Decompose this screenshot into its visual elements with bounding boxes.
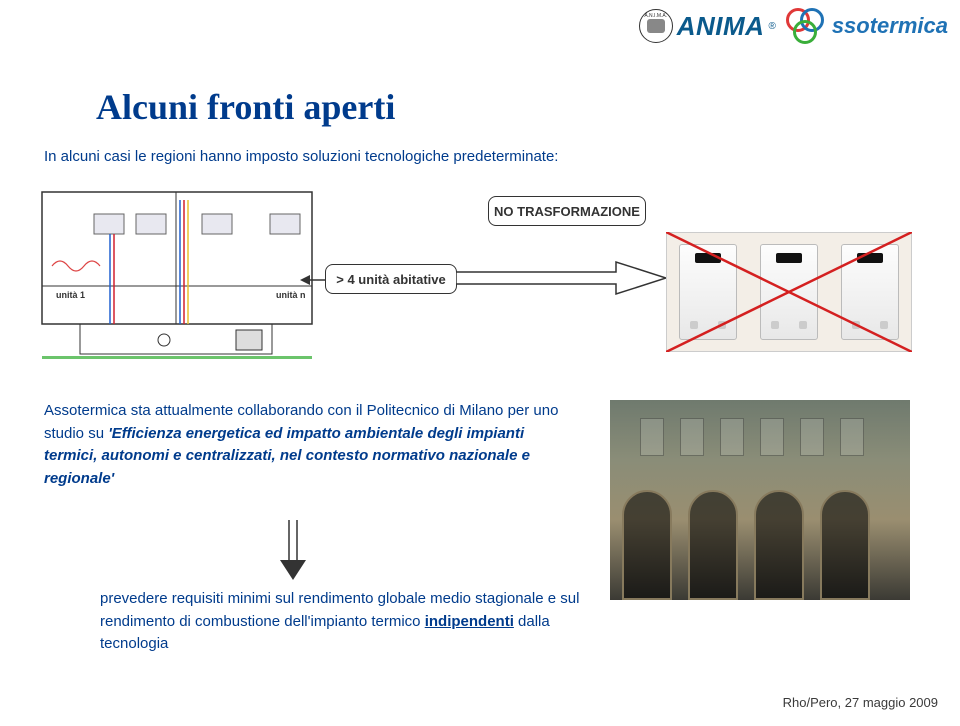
building-svg-icon	[40, 190, 314, 360]
registered-icon: ®	[768, 21, 775, 32]
anima-logo: ANIMA ®	[639, 9, 776, 43]
boilers-image	[666, 232, 912, 352]
header-logos: ANIMA ® ssotermica	[639, 8, 948, 44]
unitan-label: unità n	[276, 290, 306, 300]
body-study-title: 'Efficienza energetica ed impatto ambien…	[44, 425, 530, 487]
boiler-icon	[841, 244, 899, 340]
assotermica-text: ssotermica	[832, 13, 948, 39]
subtitle-text: In alcuni casi le regioni hanno imposto …	[44, 148, 558, 165]
footer-date: Rho/Pero, 27 maggio 2009	[783, 695, 938, 710]
arrow-down-icon	[278, 520, 308, 580]
bottom-underline: indipendenti	[425, 613, 514, 630]
page-title: Alcuni fronti aperti	[96, 86, 395, 128]
anima-circle-icon	[639, 9, 673, 43]
rings-icon	[786, 8, 828, 44]
arrow-block-icon	[456, 258, 666, 298]
anima-text: ANIMA	[677, 11, 765, 42]
bottom-paragraph: prevedere requisiti minimi sul rendiment…	[100, 588, 580, 656]
assotermica-logo: ssotermica	[786, 8, 948, 44]
unita1-label: unità 1	[56, 290, 85, 300]
building-diagram: unità 1 unità n	[40, 190, 314, 360]
boiler-icon	[679, 244, 737, 340]
body-paragraph: Assotermica sta attualmente collaborando…	[44, 400, 564, 490]
boiler-icon	[760, 244, 818, 340]
callout-no-trasformazione: NO TRASFORMAZIONE	[488, 196, 646, 226]
building-photo	[610, 400, 910, 600]
callout-unita-abitative: > 4 unità abitative	[325, 264, 457, 294]
